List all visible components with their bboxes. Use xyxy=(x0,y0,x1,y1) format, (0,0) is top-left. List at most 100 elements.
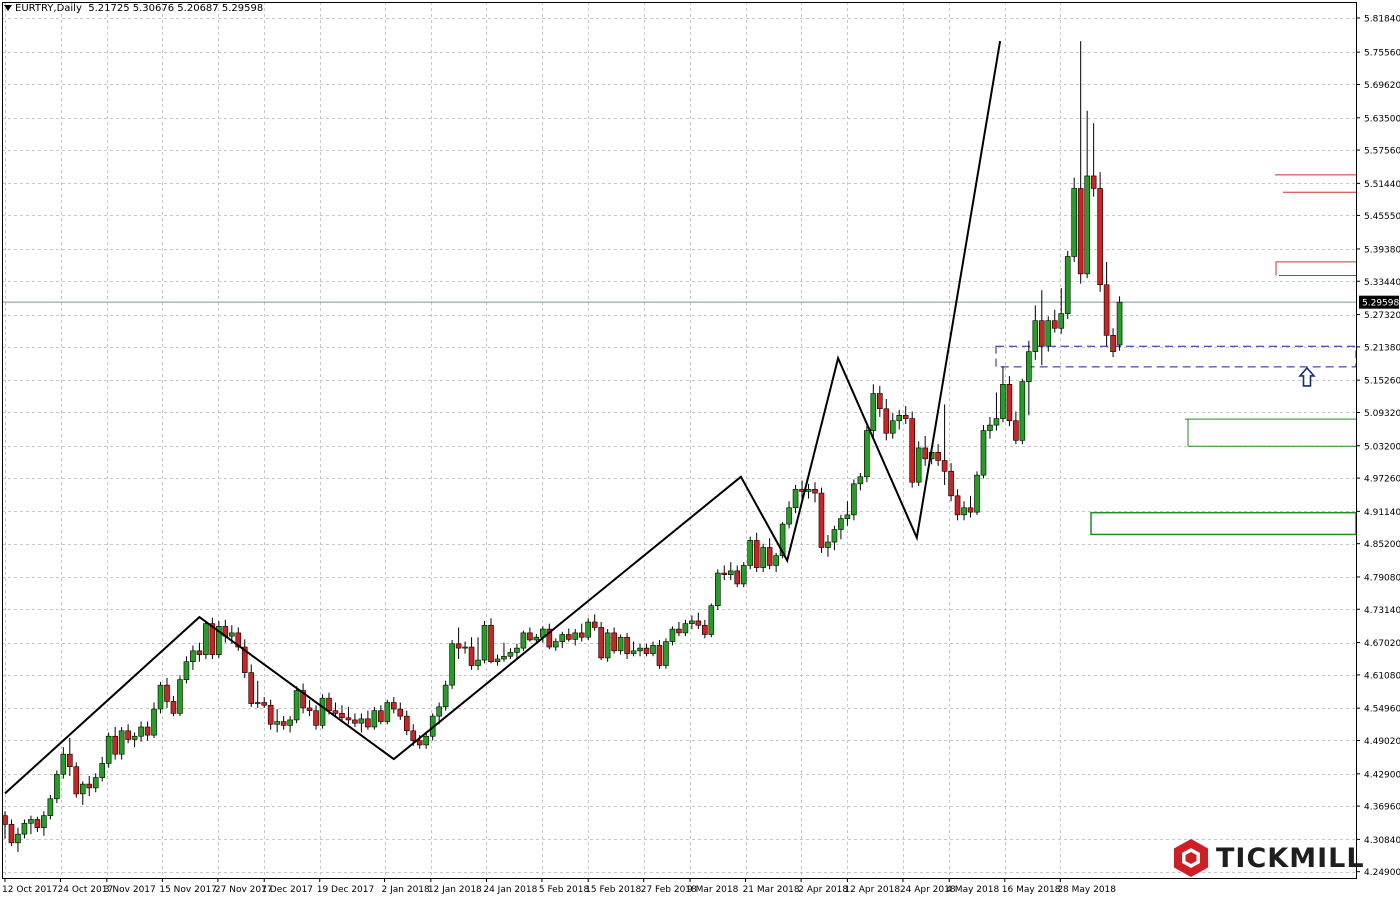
date-tick-label: 2 Apr 2018 xyxy=(798,885,848,895)
price-tick-label: 5.51440 xyxy=(1364,180,1400,190)
price-tick-label: 4.24900 xyxy=(1364,868,1400,878)
bear-candle xyxy=(125,730,131,740)
bear-candle xyxy=(935,451,941,461)
bull-candle xyxy=(669,628,676,642)
bear-candle xyxy=(1051,320,1058,329)
bear-candle xyxy=(306,707,313,711)
bull-candle xyxy=(118,730,125,755)
bear-candle xyxy=(280,721,287,726)
bear-candle xyxy=(248,672,255,704)
bull-candle xyxy=(864,430,870,478)
zigzag-line xyxy=(4,40,1002,795)
date-tick-label: 15 Nov 2017 xyxy=(159,885,217,895)
bear-candle xyxy=(378,710,384,722)
bear-candle xyxy=(164,684,170,702)
bull-candle xyxy=(552,641,559,648)
bull-candle xyxy=(857,476,864,485)
bear-candle xyxy=(1077,188,1084,275)
bull-candle xyxy=(896,415,903,422)
price-tick-label: 5.09320 xyxy=(1364,409,1400,419)
bull-candle xyxy=(1026,351,1032,382)
bear-candle xyxy=(196,650,203,655)
date-tick-label: 3 Nov 2017 xyxy=(104,885,156,895)
bear-candle xyxy=(656,645,663,666)
bear-candle xyxy=(2,815,8,825)
bull-candle xyxy=(423,735,430,746)
price-tick-label: 4.91140 xyxy=(1364,508,1400,518)
bull-candle xyxy=(501,655,507,660)
bull-candle xyxy=(740,565,747,585)
bear-candle xyxy=(818,492,825,548)
bull-candle xyxy=(358,718,365,724)
bull-candle xyxy=(792,488,799,509)
bull-candle xyxy=(520,632,527,649)
bull-candle xyxy=(974,474,980,513)
bear-candle xyxy=(591,621,598,628)
zigzag-polyline xyxy=(4,40,1002,795)
bear-candle xyxy=(73,766,80,795)
bull-candle xyxy=(617,636,624,652)
bear-candle xyxy=(300,690,306,709)
bull-candle xyxy=(514,647,520,653)
bear-candle xyxy=(721,572,728,575)
bear-candle xyxy=(565,634,572,640)
date-tick-label: 24 Oct 2017 xyxy=(58,885,114,895)
price-tick-label: 4.61080 xyxy=(1364,671,1400,681)
bull-candle xyxy=(727,570,734,575)
bear-candle xyxy=(954,495,961,516)
bull-candle xyxy=(254,702,261,704)
bull-candle xyxy=(371,710,378,728)
date-tick-label: 24 Apr 2018 xyxy=(900,885,956,895)
bull-candle xyxy=(494,658,501,663)
bull-candle xyxy=(993,418,1000,426)
bull-candle xyxy=(203,623,209,655)
bull-candle xyxy=(190,650,196,663)
brand-name: TICKMILL xyxy=(1216,842,1365,874)
price-tick-label: 5.69620 xyxy=(1364,81,1400,91)
bear-candle xyxy=(546,628,553,648)
date-tick-label: 21 Mar 2018 xyxy=(743,885,800,895)
bear-candle xyxy=(86,783,93,789)
tickmill-logo-icon xyxy=(1174,839,1208,877)
bear-candle xyxy=(902,415,909,419)
bull-candle xyxy=(1000,383,1006,419)
price-tick-label: 5.63500 xyxy=(1364,114,1400,124)
bull-candle xyxy=(773,555,779,566)
bull-candle xyxy=(1084,175,1090,275)
bear-candle xyxy=(922,447,928,460)
price-tick-label: 4.30840 xyxy=(1364,836,1400,846)
brand-logo: TICKMILL xyxy=(1172,836,1365,880)
bull-candle xyxy=(572,632,579,640)
bear-candle xyxy=(598,627,604,659)
bull-candle xyxy=(462,646,468,649)
price-tick-label: 5.39380 xyxy=(1364,245,1400,255)
bear-candle xyxy=(1090,175,1097,189)
bear-candle xyxy=(527,632,533,641)
bull-candle xyxy=(177,679,183,714)
demand-zone xyxy=(1090,511,1357,536)
bear-candle xyxy=(112,735,118,755)
current-price-label: 5.29598 xyxy=(1362,299,1399,309)
bull-candle xyxy=(60,753,67,775)
bear-candle xyxy=(695,620,702,626)
bear-candle xyxy=(313,710,319,726)
bear-candle xyxy=(468,646,475,666)
bull-candle xyxy=(786,507,792,525)
bear-candle xyxy=(455,643,462,649)
bull-candle xyxy=(915,447,922,483)
bull-candle xyxy=(1116,301,1123,346)
chart-frame xyxy=(2,2,1357,879)
price-tick-label: 5.75560 xyxy=(1364,49,1400,59)
bear-candle xyxy=(488,624,494,663)
price-tick-label: 5.15260 xyxy=(1364,377,1400,387)
bear-candle xyxy=(1097,188,1103,286)
bull-candle xyxy=(559,634,566,642)
bear-candle xyxy=(8,824,15,844)
collapse-triangle-icon[interactable] xyxy=(4,5,12,11)
price-tick-label: 4.67020 xyxy=(1364,639,1400,649)
bear-candle xyxy=(883,408,890,434)
date-tick-label: 2 Jan 2018 xyxy=(382,885,430,895)
date-tick-label: 12 Apr 2018 xyxy=(844,885,900,895)
bear-candle xyxy=(909,418,916,483)
bull-candle xyxy=(987,424,993,431)
